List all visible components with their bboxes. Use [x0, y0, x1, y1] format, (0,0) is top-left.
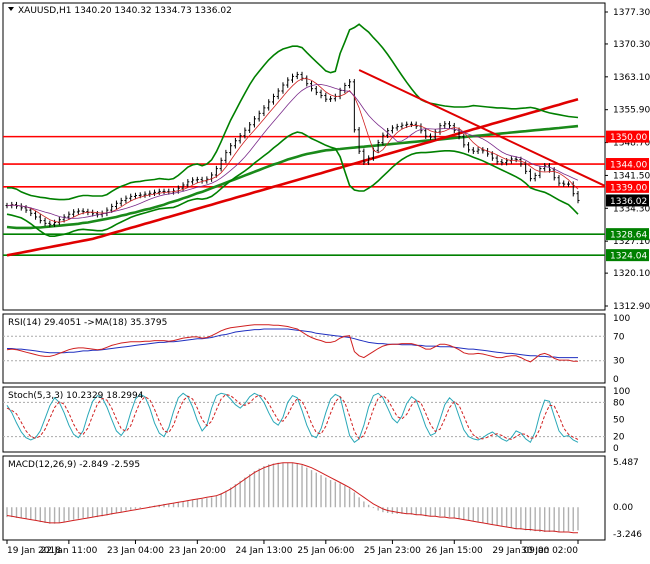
level-badge-label: 1324.04 [610, 252, 647, 262]
x-tick-label: 23 Jan 20:00 [169, 546, 226, 556]
collapse-triangle-icon [8, 7, 14, 11]
stoch-tick-label: 0 [613, 444, 619, 454]
level-badge-label: 1350.00 [610, 133, 647, 143]
stoch-tick-label: 100 [613, 387, 630, 397]
current-price-label: 1336.02 [610, 197, 647, 207]
series-fast-ma [6, 78, 579, 223]
level-badge [606, 158, 649, 171]
series-ma-green [6, 124, 579, 230]
x-tick-label: 22 Jan 11:00 [40, 546, 97, 556]
level-badge [606, 228, 649, 241]
rsi-tick-label: 100 [613, 314, 630, 324]
stoch-label: Stoch(5,3,3) 10.2329 18.2994 [8, 391, 144, 401]
series-stoch-k [6, 392, 579, 444]
series-bb-lower [6, 131, 579, 237]
x-tick-label: 30 Jan 02:00 [521, 546, 578, 556]
rsi-tick-label: 70 [613, 332, 625, 342]
pane-frame-rsi [2, 313, 606, 384]
current-price-badge [606, 194, 649, 207]
price-tick-label: 1355.90 [613, 106, 650, 116]
rsi-tick-label: 30 [613, 357, 625, 367]
price-tick-label: 1334.30 [613, 204, 650, 214]
x-tick-label: 29 Jan 09:00 [492, 546, 549, 556]
level-badge-label: 1328.64 [610, 231, 647, 241]
series-rsi-ma [7, 328, 578, 359]
price-tick-label: 1341.50 [613, 171, 650, 181]
stoch-tick-label: 80 [613, 398, 625, 408]
series-macd-signal [6, 462, 578, 534]
level-badge [606, 180, 649, 193]
price-tick-label: 1320.10 [613, 269, 650, 279]
x-tick-label: 25 Jan 06:00 [297, 546, 354, 556]
level-badge-label: 1339.00 [610, 183, 647, 193]
level-badge [606, 130, 649, 143]
level-badge [606, 249, 649, 262]
series-bb-upper [7, 23, 579, 201]
stoch-tick-label: 20 [613, 433, 625, 443]
pane-frame-main [2, 2, 606, 311]
price-tick-label: 1377.30 [613, 8, 650, 18]
price-tick-label: 1348.70 [613, 139, 650, 149]
pane-frame-macd [2, 455, 606, 541]
series-stoch-d [6, 393, 579, 440]
x-tick-label: 19 Jan 2018 [7, 546, 61, 556]
price-tick-label: 1363.10 [613, 73, 650, 83]
macd-tick-label: -3.246 [613, 530, 642, 540]
price-tick-label: 1327.10 [613, 237, 650, 247]
rsi-tick-label: 0 [613, 375, 619, 385]
price-tick-label: 1312.90 [613, 302, 650, 312]
x-tick-label: 23 Jan 04:00 [107, 546, 164, 556]
stoch-tick-label: 50 [613, 416, 625, 426]
macd-tick-label: 0.00 [613, 503, 633, 513]
rsi-label: RSI(14) 29.4051 ->MA(18) 35.3795 [8, 318, 167, 328]
macd-tick-label: 5.487 [613, 458, 639, 468]
series-rsi [6, 324, 578, 363]
series-mid-ma [6, 84, 579, 219]
chart-title: XAUUSD,H1 1340.20 1340.32 1334.73 1336.0… [18, 6, 232, 16]
pane-frame-stoch [2, 386, 606, 453]
price-tick-label: 1370.30 [613, 40, 650, 50]
macd-label: MACD(12,26,9) -2.849 -2.595 [8, 460, 140, 470]
x-tick-label: 25 Jan 23:00 [364, 546, 421, 556]
level-badge-label: 1344.00 [610, 161, 647, 171]
x-tick-label: 26 Jan 15:00 [426, 546, 483, 556]
series-ma-red [6, 97, 579, 257]
x-tick-label: 24 Jan 13:00 [235, 546, 292, 556]
resistance-trendline [358, 69, 606, 187]
